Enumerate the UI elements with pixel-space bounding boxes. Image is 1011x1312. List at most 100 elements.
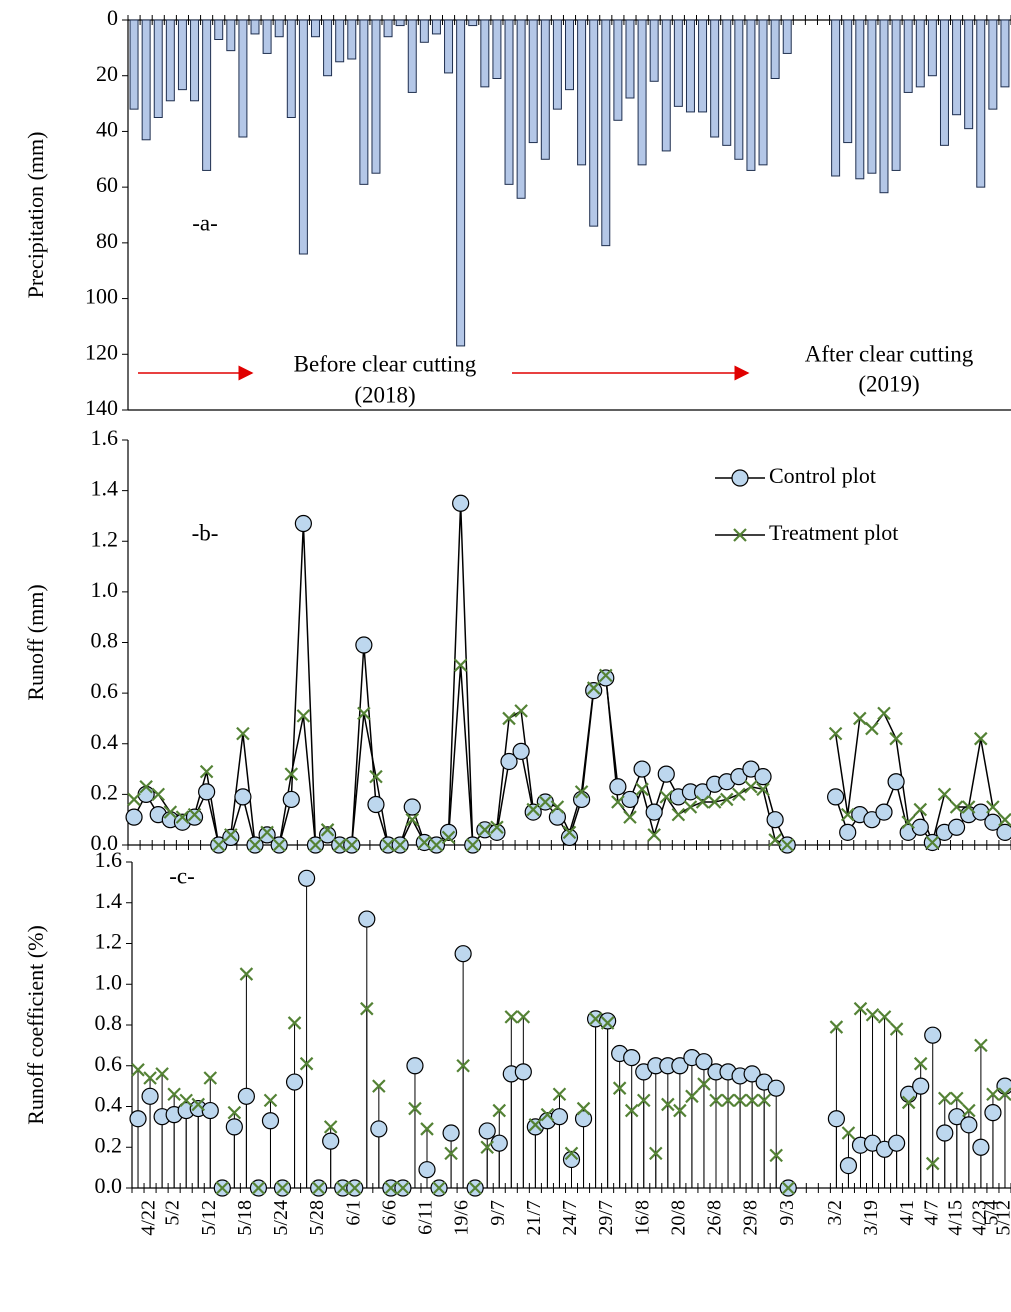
y-tick-label: 1.2 <box>95 929 123 954</box>
marker <box>937 1091 952 1106</box>
marker <box>275 1181 290 1195</box>
marker <box>685 1089 699 1104</box>
marker <box>937 787 952 802</box>
marker <box>767 1079 785 1097</box>
marker <box>863 811 881 829</box>
marker <box>877 1010 892 1024</box>
marker <box>695 1053 713 1071</box>
marker <box>285 1073 304 1091</box>
marker <box>659 790 674 804</box>
bar <box>855 19 865 180</box>
bar <box>782 19 792 54</box>
x-tick-label: 6/11 <box>415 1200 437 1235</box>
marker <box>454 945 472 963</box>
marker <box>167 1087 181 1102</box>
y-tick-label: 0.0 <box>91 830 119 855</box>
y-tick-label: 40 <box>96 116 118 141</box>
bar <box>335 19 345 63</box>
y-tick-label: 0.0 <box>95 1173 123 1198</box>
marker <box>732 787 746 802</box>
marker <box>649 1146 663 1161</box>
bar <box>310 19 320 38</box>
bar <box>528 19 538 144</box>
marker <box>201 1101 219 1120</box>
marker <box>756 782 770 797</box>
y-tick-label: 100 <box>85 284 118 309</box>
y-tick-label: 0.2 <box>95 1132 123 1157</box>
marker <box>468 1181 482 1195</box>
marker <box>913 1056 928 1071</box>
x-tick-label: 4/23 <box>968 1200 990 1236</box>
marker <box>600 1016 615 1030</box>
marker <box>393 838 407 852</box>
marker <box>827 788 845 806</box>
bar <box>649 19 659 82</box>
bar <box>577 19 587 166</box>
bar <box>359 19 369 185</box>
marker <box>234 788 252 806</box>
x-tick-label: 5/24 <box>270 1200 292 1236</box>
marker <box>576 1101 591 1116</box>
marker <box>141 1087 159 1105</box>
marker <box>693 783 712 801</box>
y-axis-label: Runoff coefficient (%) <box>23 925 48 1125</box>
bar <box>371 19 381 174</box>
x-tick-label: 4/22 <box>138 1200 160 1236</box>
marker <box>657 765 675 783</box>
marker <box>322 1132 340 1150</box>
annotation: After clear cutting <box>805 341 974 366</box>
marker <box>744 780 758 794</box>
bar <box>770 19 780 79</box>
bar <box>976 19 986 188</box>
marker <box>913 802 928 817</box>
marker <box>585 681 603 700</box>
marker <box>320 823 335 837</box>
marker <box>420 1122 434 1136</box>
marker <box>284 767 299 781</box>
marker <box>179 1093 193 1108</box>
legend-marker <box>733 528 747 542</box>
marker <box>357 706 371 721</box>
bar <box>698 19 708 113</box>
marker <box>528 1118 543 1132</box>
marker <box>661 1097 675 1112</box>
bar <box>746 19 756 171</box>
bar <box>927 19 937 77</box>
marker <box>986 1087 1000 1102</box>
marker <box>203 1071 218 1085</box>
marker <box>745 1093 759 1108</box>
marker <box>560 828 579 847</box>
bar <box>1000 19 1010 88</box>
marker <box>311 1181 326 1195</box>
y-tick-label: 1.0 <box>95 969 123 994</box>
marker <box>490 1134 508 1152</box>
marker <box>888 1134 906 1152</box>
marker <box>827 1110 846 1128</box>
marker <box>272 838 286 852</box>
y-tick-label: 0.6 <box>91 678 119 703</box>
bar <box>831 19 841 177</box>
marker <box>439 823 458 841</box>
marker <box>396 1181 410 1195</box>
marker <box>367 795 385 814</box>
marker <box>260 825 274 840</box>
bar <box>177 19 187 91</box>
x-tick-label: 29/8 <box>740 1200 762 1236</box>
marker <box>889 731 903 746</box>
x-tick-label: 9/7 <box>487 1200 509 1226</box>
marker <box>355 636 373 654</box>
marker <box>609 778 627 796</box>
bar <box>419 19 429 43</box>
marker <box>548 808 567 826</box>
x-tick-label: 4/1 <box>896 1200 918 1226</box>
marker <box>875 803 893 821</box>
marker <box>586 681 601 695</box>
y-tick-label: 60 <box>96 172 118 197</box>
bar <box>468 19 478 27</box>
marker <box>984 813 1002 831</box>
marker <box>853 711 867 726</box>
y-tick-label: 0.4 <box>95 1092 123 1117</box>
bar <box>238 19 248 138</box>
bar <box>758 19 768 166</box>
marker <box>227 1105 242 1120</box>
